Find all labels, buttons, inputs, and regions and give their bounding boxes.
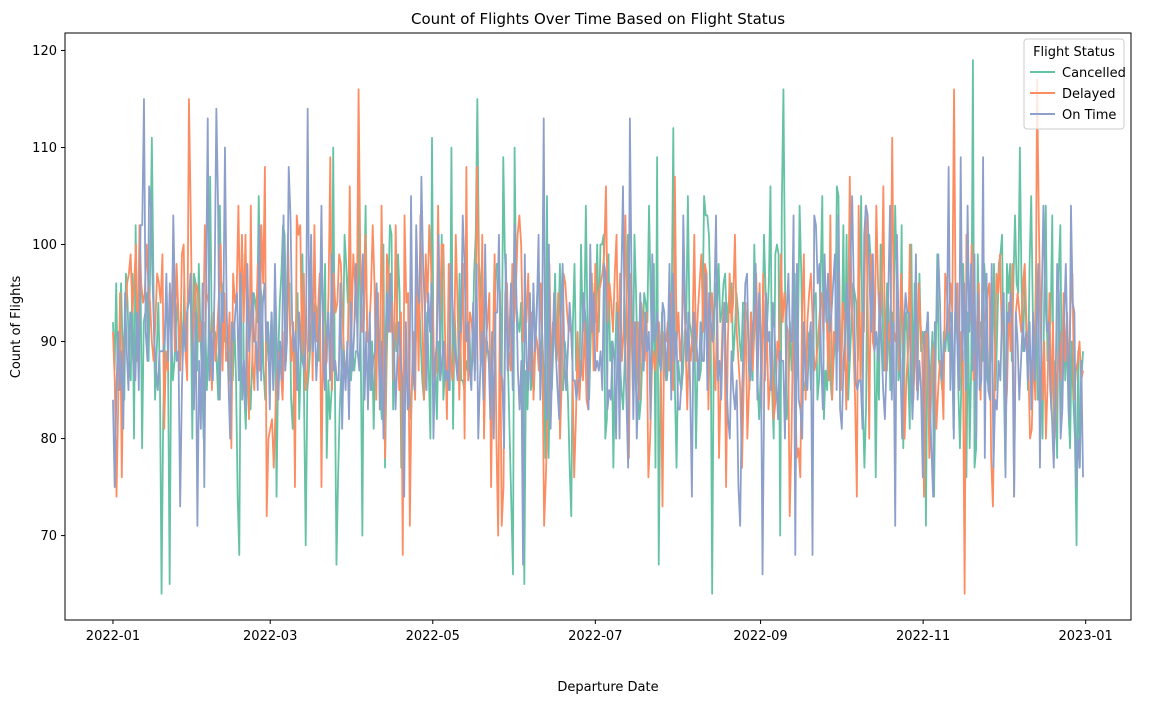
legend-label: Delayed [1062, 87, 1116, 102]
x-axis-ticks: 2022-01 2022-03 2022-05 2022-07 2022-09 2022-… [86, 620, 1113, 644]
legend-items: Cancelled Delayed On Time [1030, 66, 1126, 123]
legend: Flight Status Cancelled Delayed On Time [1023, 38, 1126, 130]
y-axis-ticks: 70 80 90 100 110 120 [32, 44, 65, 544]
y-tick-label: 70 [40, 529, 57, 544]
plot-area-frame [64, 32, 1132, 621]
legend-title: Flight Status [1033, 45, 1115, 60]
y-tick-label: 100 [32, 238, 57, 253]
y-tick-label: 90 [40, 335, 57, 350]
y-tick-label: 110 [32, 141, 57, 156]
x-tick-label: 2022-01 [86, 629, 140, 644]
y-tick-label: 120 [32, 44, 57, 59]
x-tick-label: 2022-09 [733, 629, 787, 644]
y-axis-title: Count of Flights [9, 276, 24, 379]
x-tick-label: 2023-01 [1059, 629, 1113, 644]
legend-label: On Time [1062, 108, 1116, 123]
legend-frame [1023, 38, 1125, 130]
chart-title: Count of Flights Over Time Based on Flig… [411, 10, 785, 28]
x-tick-label: 2022-05 [406, 629, 460, 644]
x-axis-title: Departure Date [557, 680, 658, 695]
x-tick-label: 2022-03 [243, 629, 297, 644]
series-lines [112, 59, 1084, 595]
legend-label: Cancelled [1062, 66, 1126, 81]
series-line-on-time [112, 98, 1084, 576]
x-tick-label: 2022-07 [568, 629, 622, 644]
x-tick-label: 2022-11 [896, 629, 950, 644]
series-line-delayed [112, 78, 1084, 595]
y-tick-label: 80 [40, 432, 57, 447]
